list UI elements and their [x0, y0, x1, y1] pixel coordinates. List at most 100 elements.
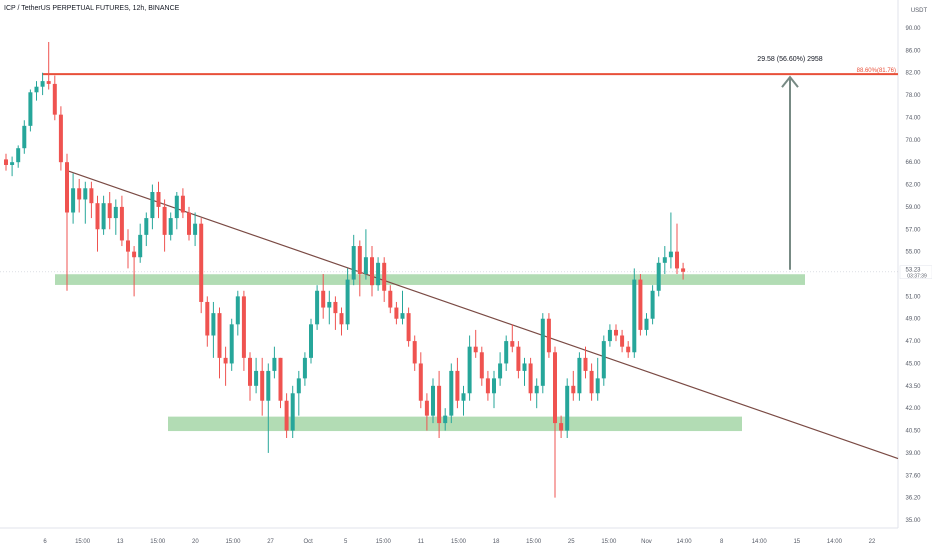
candle-body[interactable] [400, 313, 405, 319]
candle-body[interactable] [107, 203, 112, 219]
candle-body[interactable] [565, 385, 570, 431]
candle-body[interactable] [34, 86, 39, 93]
trendline[interactable] [66, 170, 899, 460]
candle-body[interactable] [492, 378, 496, 394]
candle-body[interactable] [675, 251, 679, 269]
candle-body[interactable] [681, 268, 686, 272]
candle-body[interactable] [174, 195, 179, 219]
candle-body[interactable] [22, 125, 27, 149]
candle-body[interactable] [638, 279, 643, 330]
candle-body[interactable] [71, 188, 76, 213]
candle-body[interactable] [351, 246, 356, 280]
candle-body[interactable] [357, 246, 362, 274]
candle-body[interactable] [113, 206, 118, 219]
candle-body[interactable] [376, 262, 381, 286]
candle-body[interactable] [229, 324, 234, 364]
candle-body[interactable] [40, 81, 45, 87]
candle-body[interactable] [83, 188, 88, 200]
candle-body[interactable] [162, 206, 167, 235]
candle-body[interactable] [516, 346, 521, 371]
candle-body[interactable] [4, 159, 8, 165]
candle-body[interactable] [248, 357, 252, 386]
candle-body[interactable] [156, 192, 161, 207]
candle-body[interactable] [601, 341, 606, 379]
candle-body[interactable] [473, 346, 478, 353]
candle-body[interactable] [394, 307, 399, 319]
candle-body[interactable] [235, 296, 240, 325]
candle-body[interactable] [498, 363, 503, 379]
candle-body[interactable] [388, 290, 393, 308]
candle-body[interactable] [58, 114, 63, 163]
candle-body[interactable] [424, 400, 429, 416]
candle-body[interactable] [485, 378, 490, 394]
candle-body[interactable] [101, 203, 106, 230]
candle-body[interactable] [626, 346, 631, 353]
candle-body[interactable] [607, 329, 612, 342]
candle-body[interactable] [217, 313, 222, 358]
candle-body[interactable] [437, 385, 442, 424]
candle-body[interactable] [309, 324, 313, 358]
support-zone-2[interactable] [168, 416, 742, 432]
support-zone-1[interactable] [55, 274, 805, 285]
candle-body[interactable] [290, 393, 295, 431]
candle-body[interactable] [180, 195, 185, 213]
candle-body[interactable] [126, 240, 130, 252]
candle-body[interactable] [522, 363, 527, 371]
candle-body[interactable] [284, 400, 289, 431]
candle-body[interactable] [455, 370, 460, 401]
candle-body[interactable] [10, 162, 15, 165]
candle-body[interactable] [193, 223, 198, 235]
candle-body[interactable] [119, 206, 124, 241]
candle-body[interactable] [339, 313, 344, 325]
candle-body[interactable] [333, 301, 338, 314]
candle-body[interactable] [668, 251, 673, 258]
candle-body[interactable] [278, 357, 283, 401]
candle-body[interactable] [528, 363, 533, 394]
candle-body[interactable] [144, 218, 149, 235]
candle-body[interactable] [150, 192, 155, 219]
candle-body[interactable] [77, 188, 82, 200]
candle-body[interactable] [345, 279, 350, 325]
candle-body[interactable] [431, 385, 435, 416]
candle-body[interactable] [553, 352, 557, 424]
candle-body[interactable] [315, 290, 320, 325]
candle-body[interactable] [595, 378, 600, 394]
candle-body[interactable] [479, 352, 484, 379]
candle-body[interactable] [546, 318, 551, 353]
candle-body[interactable] [302, 357, 307, 379]
candle-body[interactable] [467, 346, 472, 394]
candle-body[interactable] [138, 234, 143, 258]
candle-body[interactable] [577, 357, 582, 394]
candle-body[interactable] [199, 223, 204, 302]
candle-body[interactable] [461, 393, 466, 401]
candle-body[interactable] [418, 363, 423, 401]
candle-body[interactable] [504, 341, 509, 364]
candle-body[interactable] [254, 370, 259, 386]
candle-body[interactable] [327, 301, 332, 308]
candle-body[interactable] [272, 357, 277, 371]
candle-body[interactable] [266, 370, 271, 401]
candle-body[interactable] [187, 212, 191, 235]
candle-body[interactable] [534, 385, 539, 394]
candle-body[interactable] [406, 313, 411, 342]
candle-body[interactable] [614, 329, 618, 336]
candle-body[interactable] [583, 357, 588, 371]
candle-body[interactable] [16, 148, 21, 163]
candle-body[interactable] [211, 313, 216, 336]
candle-body[interactable] [260, 370, 265, 401]
candle-body[interactable] [321, 290, 326, 308]
candle-body[interactable] [168, 218, 173, 235]
candle-body[interactable] [443, 415, 448, 424]
candle-body[interactable] [650, 290, 655, 319]
candle-body[interactable] [95, 203, 100, 230]
candle-body[interactable] [132, 251, 137, 258]
candle-body[interactable] [559, 423, 564, 431]
candle-body[interactable] [89, 188, 94, 204]
candle-body[interactable] [223, 357, 228, 364]
candle-body[interactable] [662, 257, 667, 263]
candle-body[interactable] [412, 341, 417, 364]
candle-body[interactable] [46, 81, 51, 84]
candle-body[interactable] [28, 92, 33, 126]
candle-body[interactable] [65, 162, 69, 213]
